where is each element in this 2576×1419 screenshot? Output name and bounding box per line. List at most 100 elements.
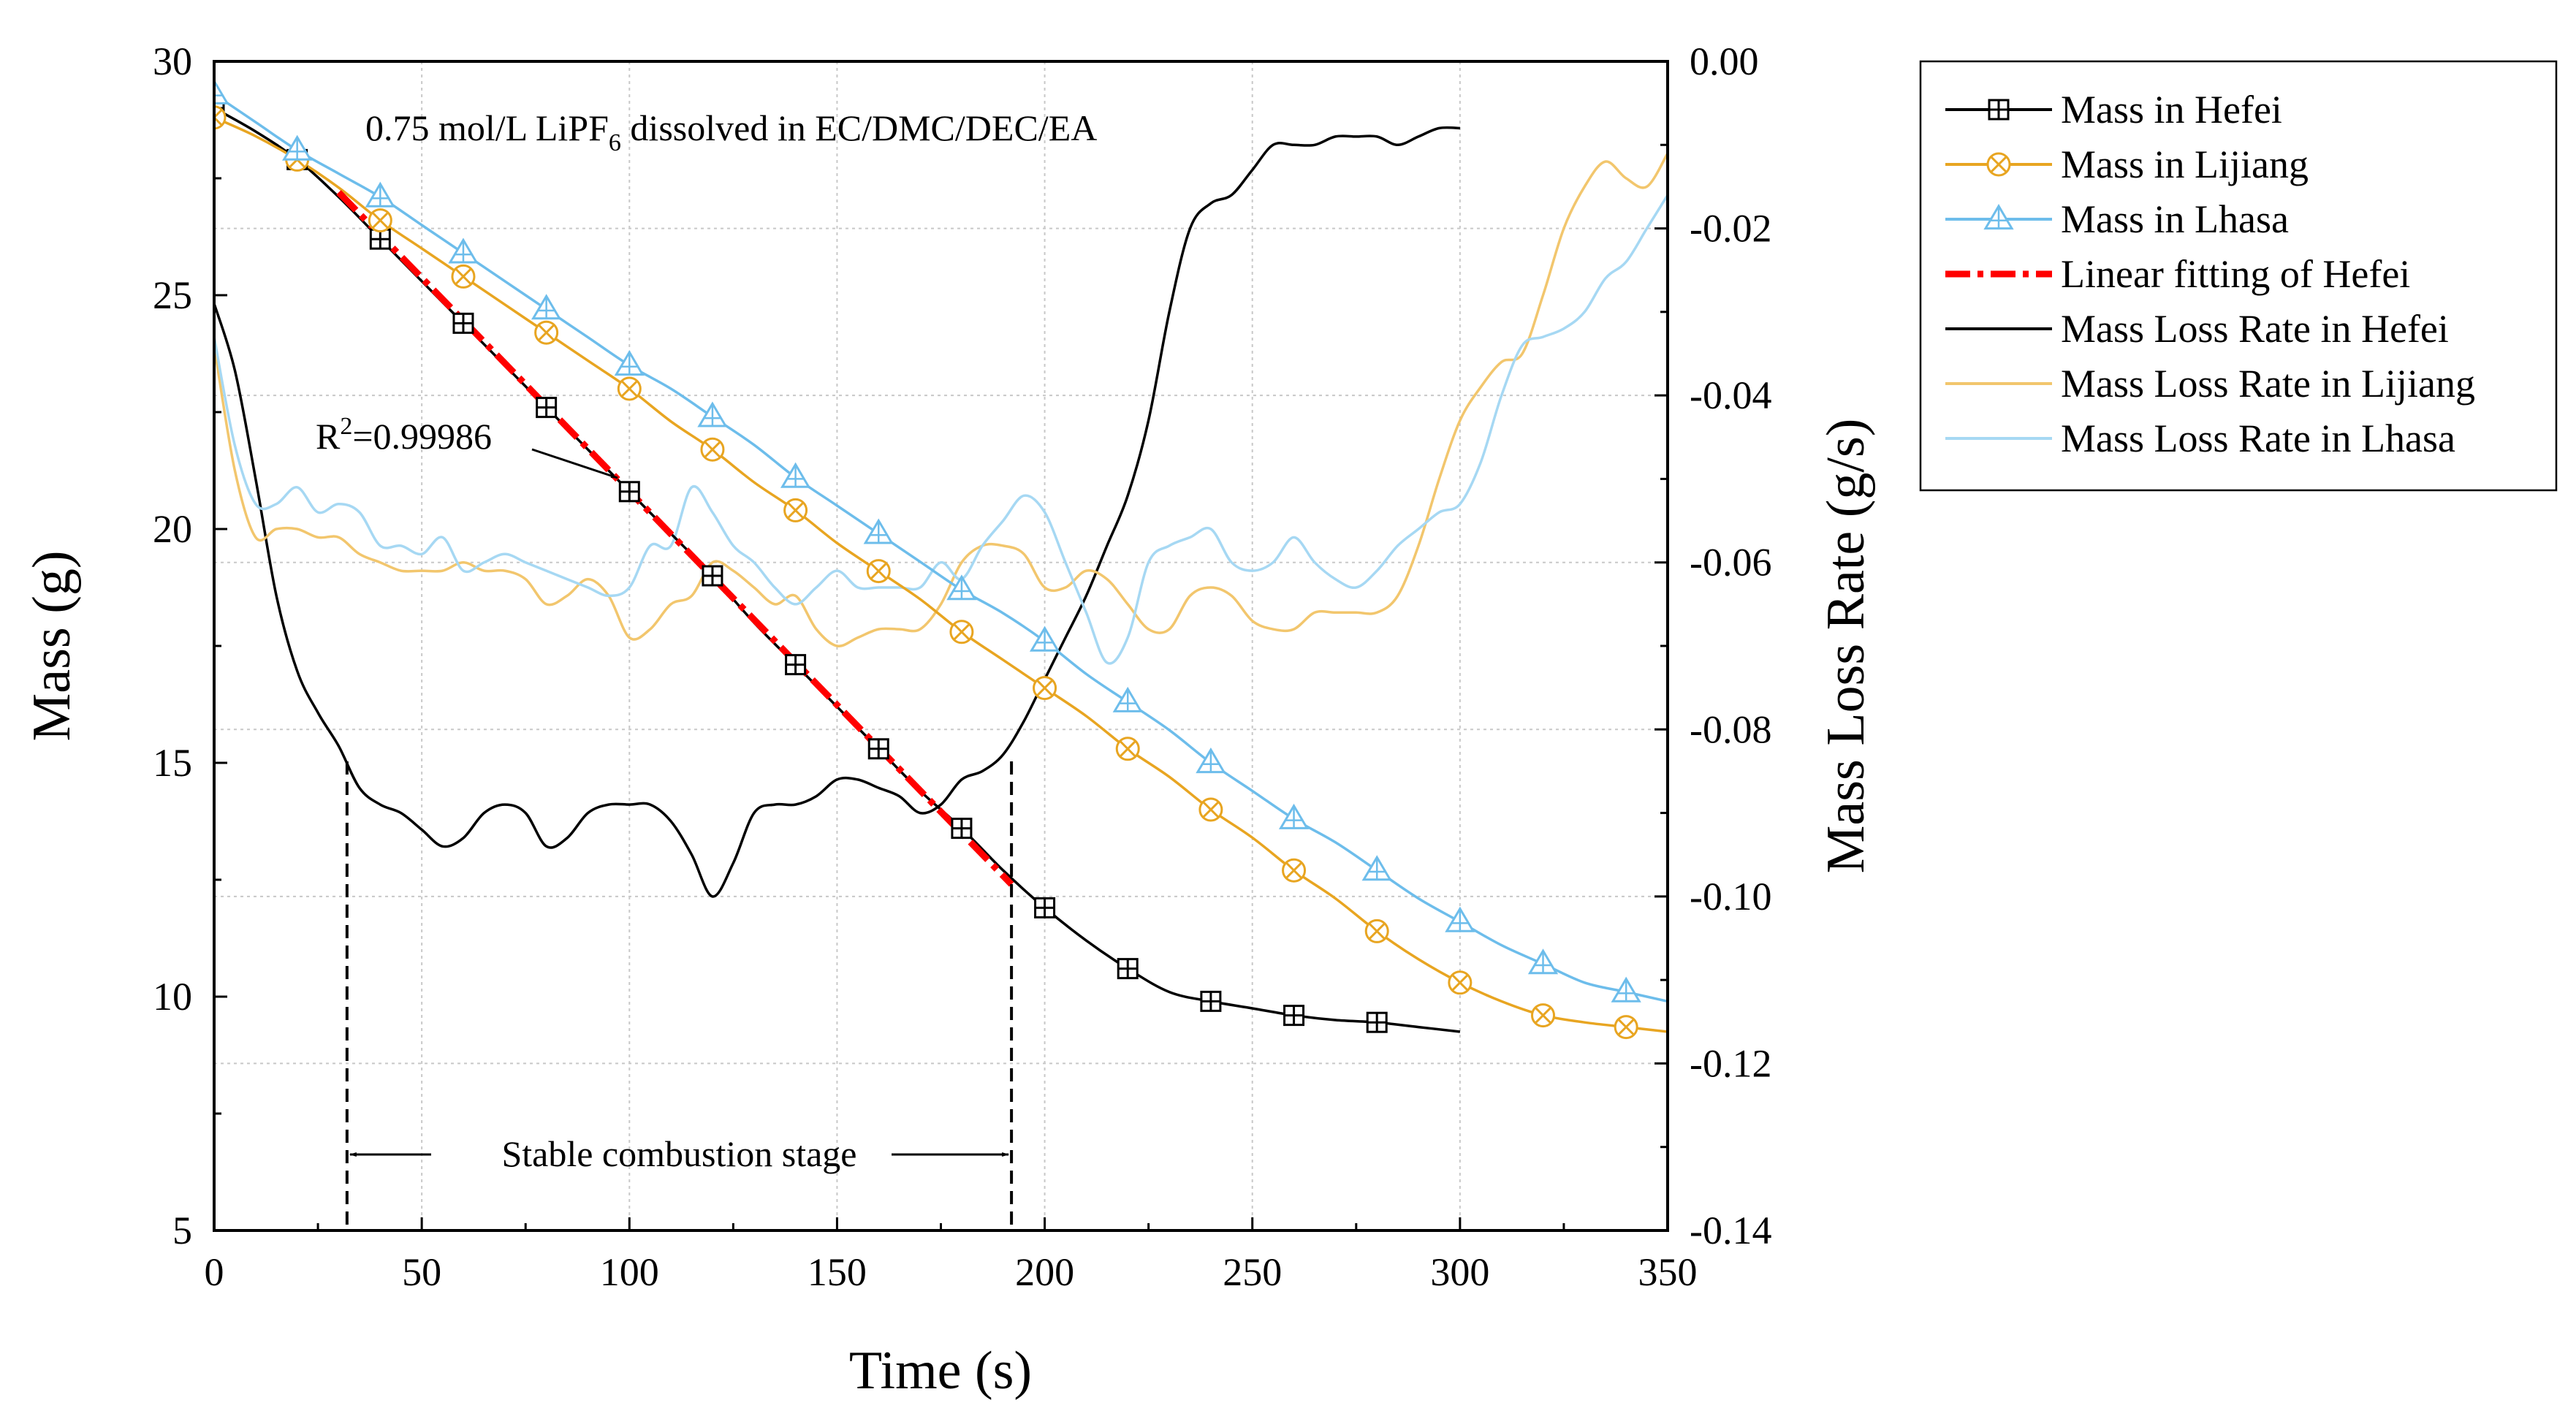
marker-mass-in-lijiang bbox=[1614, 1015, 1638, 1040]
marker-cross-b bbox=[870, 562, 887, 580]
legend-label: Mass in Lijiang bbox=[2061, 142, 2309, 186]
y-left-tick-label: 25 bbox=[153, 273, 192, 317]
marker-cross-b bbox=[1451, 974, 1469, 992]
marker-mass-in-hefei bbox=[1117, 958, 1139, 980]
x-axis-title: Time (s) bbox=[849, 1341, 1032, 1401]
marker-cross-b bbox=[1119, 740, 1136, 758]
legend-item-mass-in-lhasa: Mass in Lhasa bbox=[1945, 197, 2289, 241]
legend-marker bbox=[1983, 204, 2014, 230]
electrolyte-prefix: 0.75 mol/L LiPF bbox=[365, 107, 609, 148]
marker-cross-b bbox=[537, 324, 555, 341]
x-tick-label: 0 bbox=[205, 1250, 224, 1294]
r-squared-value: =0.99986 bbox=[352, 416, 492, 457]
y-left-tick-label: 15 bbox=[153, 741, 192, 785]
marker-cross-b bbox=[1036, 679, 1054, 697]
marker-mass-in-lhasa bbox=[365, 181, 395, 208]
r-squared-annotation: R2=0.99986 bbox=[316, 413, 492, 457]
legend-label: Mass in Hefei bbox=[2061, 88, 2282, 132]
r-squared-base: R bbox=[316, 416, 341, 457]
marker-mass-in-lhasa bbox=[1112, 686, 1143, 712]
marker-mass-in-hefei bbox=[951, 818, 973, 840]
marker-cross-b bbox=[786, 501, 805, 520]
marker-mass-in-lhasa bbox=[214, 78, 229, 104]
legend-label: Mass Loss Rate in Hefei bbox=[2061, 307, 2449, 351]
axes: 0 50 100 150 200 250 300 350 5 10 15 20 25 30 -0.14 -0.… bbox=[153, 39, 1771, 1294]
x-tick-label: 200 bbox=[1015, 1250, 1074, 1294]
marker-mass-in-lijiang bbox=[1531, 1003, 1556, 1028]
y-right-tick-label: 0.00 bbox=[1690, 39, 1759, 83]
y-right-tick-label: -0.14 bbox=[1690, 1209, 1771, 1252]
series-line-mass-loss-rate-in-hefei bbox=[214, 126, 1460, 898]
marker-layer bbox=[214, 78, 1641, 1040]
y-axis-title-right: Mass Loss Rate (g/s) bbox=[1816, 419, 1876, 874]
marker-mass-in-lijiang bbox=[700, 437, 725, 462]
marker-mass-in-lhasa bbox=[448, 237, 479, 264]
marker-cross-b bbox=[620, 380, 638, 397]
x-tick-label: 100 bbox=[600, 1250, 659, 1294]
electrolyte-subscript: 6 bbox=[609, 129, 621, 156]
legend-label: Mass in Lhasa bbox=[2061, 197, 2289, 241]
x-tick-label: 350 bbox=[1638, 1250, 1698, 1294]
electrolyte-annotation: 0.75 mol/L LiPF6 dissolved in EC/DMC/DEC… bbox=[365, 107, 1097, 156]
marker-mass-in-lhasa bbox=[282, 134, 313, 161]
marker-mass-in-lhasa bbox=[1278, 803, 1310, 829]
marker-cross-b bbox=[1285, 861, 1303, 879]
legend-item-mass-loss-rate-in-lijiang: Mass Loss Rate in Lijiang bbox=[1945, 362, 2475, 406]
marker-mass-in-lijiang bbox=[534, 320, 559, 345]
marker-cross-b bbox=[1368, 922, 1386, 940]
y-right-tick-label: -0.02 bbox=[1690, 207, 1771, 251]
marker-mass-in-lijiang bbox=[1364, 918, 1389, 943]
grid bbox=[214, 61, 1668, 1230]
marker-cross-b bbox=[704, 441, 721, 458]
marker-mass-in-lhasa bbox=[1196, 747, 1226, 774]
marker-mass-in-lijiang bbox=[368, 208, 392, 233]
marker-mass-in-lhasa bbox=[531, 294, 562, 320]
marker-mass-in-lijiang bbox=[1448, 970, 1473, 995]
legend-item-mass-in-hefei: Mass in Hefei bbox=[1945, 88, 2282, 132]
marker-cross-b bbox=[1617, 1018, 1635, 1036]
marker-cross-b bbox=[371, 211, 389, 229]
marker-mass-in-hefei bbox=[1034, 897, 1056, 918]
x-tick-label: 250 bbox=[1223, 1250, 1282, 1294]
y-right-tick-label: -0.12 bbox=[1690, 1041, 1771, 1085]
legend-item-linear-fitting-of-hefei: Linear fitting of Hefei bbox=[1945, 252, 2410, 296]
marker-mass-in-lhasa bbox=[697, 401, 728, 427]
x-tick-label: 150 bbox=[808, 1250, 867, 1294]
x-tick-label: 50 bbox=[402, 1250, 441, 1294]
marker-cross-a bbox=[214, 115, 223, 126]
legend-items: Mass in Hefei Mass in Lijiang Mass in Lhas… bbox=[1945, 88, 2475, 460]
stage-label: Stable combustion stage bbox=[501, 1133, 856, 1174]
y-right-tick-label: -0.08 bbox=[1690, 707, 1771, 751]
marker-mass-in-lijiang bbox=[1033, 676, 1057, 701]
annotation-layer: Stable combustion stage bbox=[345, 761, 1014, 1230]
marker-mass-in-hefei bbox=[536, 397, 558, 419]
marker-mass-in-lhasa bbox=[1445, 906, 1475, 932]
marker-mass-in-lijiang bbox=[866, 559, 891, 584]
series-line-mass-loss-rate-in-lhasa bbox=[214, 194, 1668, 665]
plot-area bbox=[214, 61, 1668, 1230]
x-tick-label: 300 bbox=[1430, 1250, 1489, 1294]
marker-mass-in-lijiang bbox=[949, 620, 974, 644]
r-squared-pointer-arrow bbox=[531, 448, 618, 479]
y-right-tick-label: -0.10 bbox=[1690, 875, 1771, 918]
series-line-mass-loss-rate-in-lijiang bbox=[214, 152, 1668, 647]
marker-mass-in-lijiang bbox=[214, 105, 227, 130]
marker-cross-b bbox=[214, 109, 223, 119]
legend-label: Mass Loss Rate in Lhasa bbox=[2061, 416, 2455, 460]
legend-label: Mass Loss Rate in Lijiang bbox=[2061, 362, 2475, 406]
marker-mass-in-hefei bbox=[1200, 990, 1222, 1012]
marker-mass-in-lhasa bbox=[614, 350, 645, 376]
y-left-tick-label: 20 bbox=[153, 507, 192, 551]
series-line-mass-in-lhasa bbox=[214, 93, 1668, 1003]
series-line-linear-fitting-of-hefei bbox=[336, 190, 1014, 887]
y-right-tick-label: -0.04 bbox=[1690, 373, 1771, 417]
legend-marker bbox=[1988, 99, 2010, 121]
marker-cross-b bbox=[953, 623, 970, 641]
marker-shape bbox=[214, 105, 227, 130]
y-axis-title-left: Mass (g) bbox=[22, 550, 82, 741]
marker-mass-in-hefei bbox=[1366, 1011, 1388, 1033]
y-left-tick-label: 5 bbox=[172, 1209, 192, 1252]
marker-mass-in-lhasa bbox=[1029, 625, 1060, 652]
marker-cross-b bbox=[1202, 801, 1220, 818]
